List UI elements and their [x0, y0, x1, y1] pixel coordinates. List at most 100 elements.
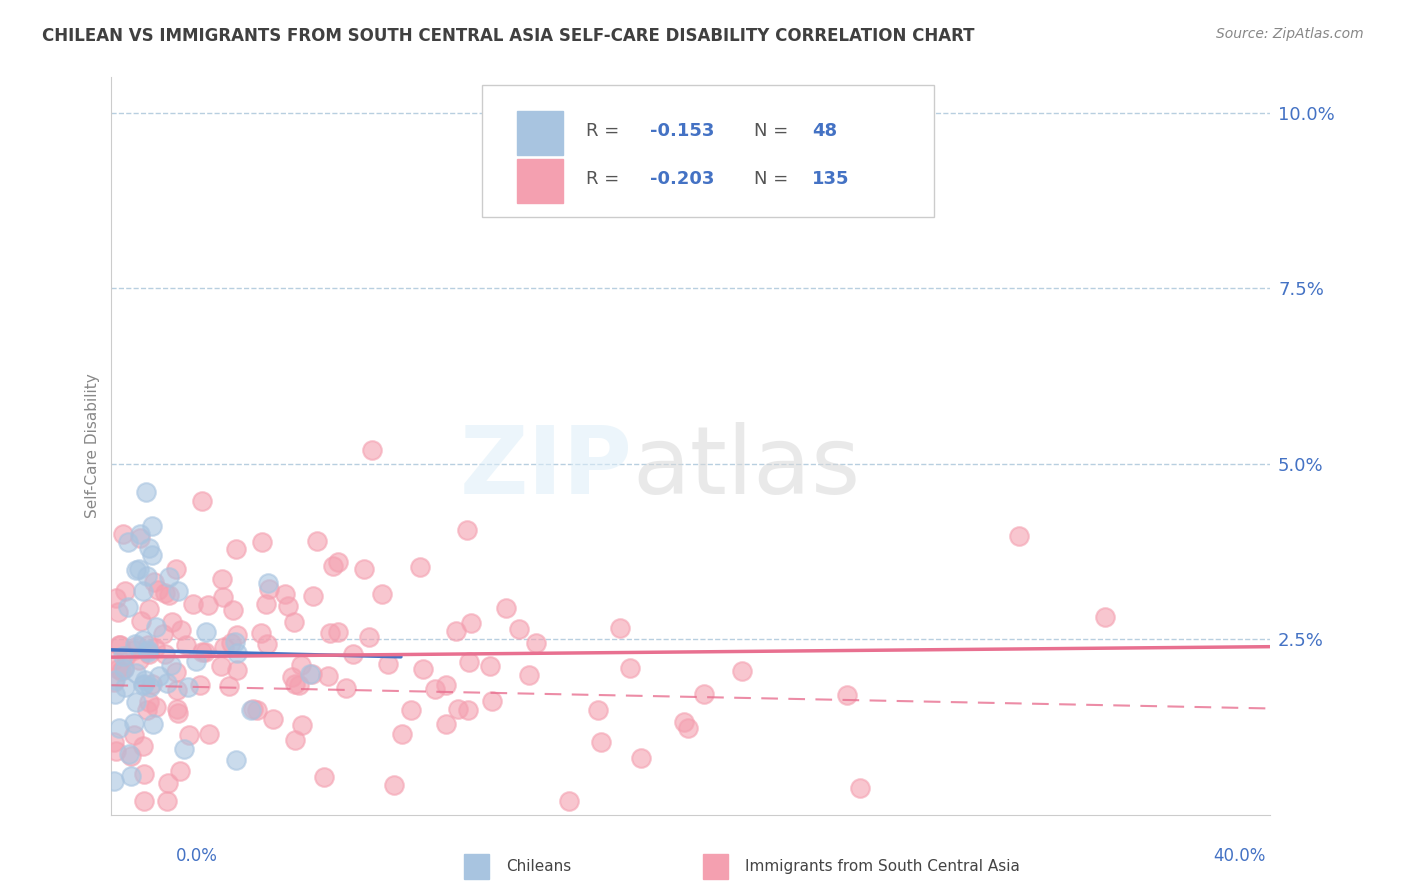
Point	[174, 638, 197, 652]
Point	[242, 702, 264, 716]
Text: ZIP: ZIP	[460, 422, 633, 514]
Point	[169, 764, 191, 778]
Point	[104, 673, 127, 688]
Point	[166, 584, 188, 599]
Point	[214, 640, 236, 654]
Point	[129, 614, 152, 628]
Point	[672, 714, 695, 729]
Point	[142, 717, 165, 731]
Point	[434, 678, 457, 692]
Point	[191, 494, 214, 508]
Point	[195, 625, 218, 640]
Point	[157, 588, 180, 602]
Point	[630, 751, 652, 765]
Point	[326, 625, 349, 640]
Point	[111, 527, 134, 541]
Point	[132, 767, 155, 781]
Point	[166, 682, 188, 697]
Point	[457, 703, 479, 717]
Point	[156, 776, 179, 790]
Point	[166, 702, 188, 716]
Point	[357, 630, 380, 644]
Point	[316, 669, 339, 683]
Point	[107, 638, 129, 652]
Point	[318, 625, 340, 640]
Point	[361, 442, 384, 457]
Point	[194, 645, 217, 659]
Text: 40.0%: 40.0%	[1213, 847, 1265, 865]
Point	[108, 638, 131, 652]
Point	[495, 601, 517, 615]
Text: -0.153: -0.153	[650, 122, 714, 140]
Point	[141, 519, 163, 533]
Point	[288, 677, 311, 691]
Point	[135, 703, 157, 717]
Point	[134, 677, 156, 691]
Bar	[517, 159, 564, 202]
Point	[1008, 529, 1031, 543]
Point	[274, 587, 297, 601]
Point	[460, 615, 482, 630]
Point	[152, 626, 174, 640]
Point	[138, 647, 160, 661]
Point	[117, 599, 139, 614]
Point	[186, 654, 208, 668]
Point	[377, 657, 399, 671]
Point	[157, 569, 180, 583]
Point	[250, 535, 273, 549]
Point	[314, 770, 336, 784]
Point	[103, 774, 125, 789]
Y-axis label: Self-Care Disability: Self-Care Disability	[86, 374, 100, 518]
Text: 135: 135	[813, 170, 849, 188]
Point	[142, 574, 165, 589]
Text: 48: 48	[813, 122, 838, 140]
Point	[209, 658, 232, 673]
Point	[249, 626, 271, 640]
Text: N =: N =	[754, 122, 794, 140]
Point	[129, 526, 152, 541]
Point	[124, 695, 146, 709]
Point	[226, 663, 249, 677]
Text: N =: N =	[754, 170, 794, 188]
Point	[224, 634, 246, 648]
Point	[145, 620, 167, 634]
Point	[132, 739, 155, 753]
Point	[143, 640, 166, 655]
Point	[517, 668, 540, 682]
Point	[508, 622, 530, 636]
Point	[456, 523, 478, 537]
Point	[290, 657, 312, 672]
Point	[120, 769, 142, 783]
Point	[167, 706, 190, 720]
Point	[222, 603, 245, 617]
Point	[277, 599, 299, 613]
Point	[169, 623, 191, 637]
Point	[457, 655, 479, 669]
Point	[226, 628, 249, 642]
Point	[481, 694, 503, 708]
Point	[239, 703, 262, 717]
Point	[423, 681, 446, 696]
Text: Immigrants from South Central Asia: Immigrants from South Central Asia	[745, 859, 1021, 873]
Point	[478, 659, 501, 673]
Point	[114, 680, 136, 694]
Text: CHILEAN VS IMMIGRANTS FROM SOUTH CENTRAL ASIA SELF-CARE DISABILITY CORRELATION C: CHILEAN VS IMMIGRANTS FROM SOUTH CENTRAL…	[42, 27, 974, 45]
Point	[219, 635, 242, 649]
Point	[124, 728, 146, 742]
Point	[326, 555, 349, 569]
Point	[115, 649, 138, 664]
Point	[177, 728, 200, 742]
Point	[849, 780, 872, 795]
Point	[128, 562, 150, 576]
Point	[619, 661, 641, 675]
Point	[107, 605, 129, 619]
Point	[134, 793, 156, 807]
Point	[105, 591, 128, 606]
Point	[136, 645, 159, 659]
Point	[103, 653, 125, 667]
Point	[145, 700, 167, 714]
Point	[177, 680, 200, 694]
Point	[446, 701, 468, 715]
Point	[256, 576, 278, 591]
Point	[128, 653, 150, 667]
